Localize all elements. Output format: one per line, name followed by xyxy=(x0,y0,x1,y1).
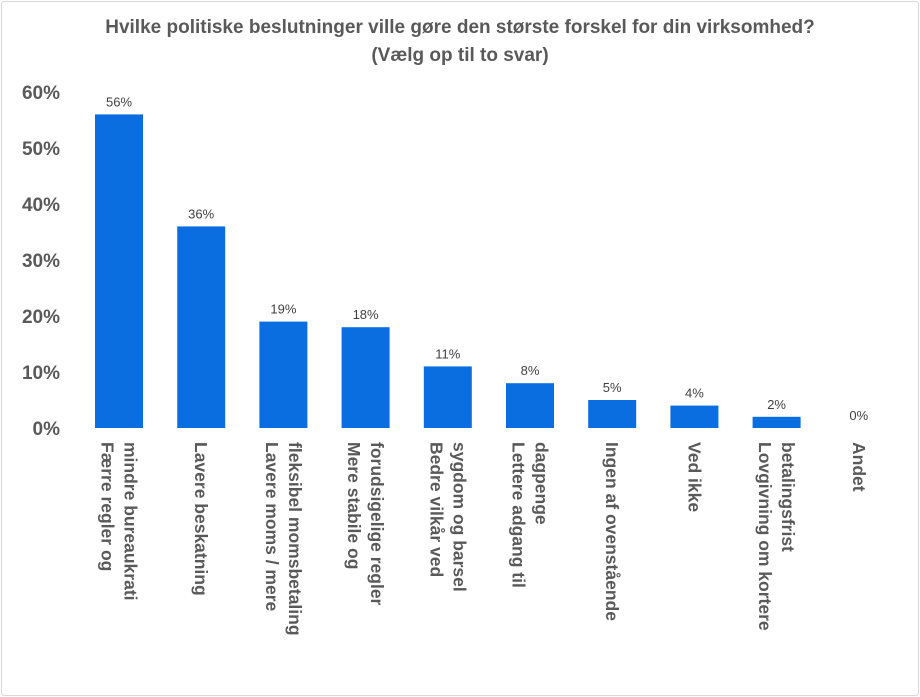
y-tick-label: 40% xyxy=(22,195,60,216)
x-tick-label-line: betalingsfrist xyxy=(778,442,798,552)
bar xyxy=(588,400,637,428)
x-tick-label-line: Færre regler og xyxy=(98,442,118,571)
y-tick-label: 0% xyxy=(33,419,61,440)
bar xyxy=(670,405,719,428)
x-tick-label-line: mindre bureaukrati xyxy=(121,442,141,601)
data-label: 18% xyxy=(353,307,379,322)
x-tick-label-line: Lavere moms / mere xyxy=(262,442,282,612)
bar xyxy=(259,321,308,428)
y-tick-label: 60% xyxy=(22,83,60,104)
x-tick-label: Bedre vilkår ved sygdom og barsel xyxy=(426,442,469,592)
x-tick-label: Mere stabile og forudsigelige regler xyxy=(344,442,387,606)
data-label: 0% xyxy=(849,408,868,423)
x-tick-label-line: sygdom og barsel xyxy=(449,442,469,592)
x-tick-label-line: forudsigelige regler xyxy=(367,442,387,606)
x-tick-label: Andet xyxy=(849,442,869,492)
y-tick-label: 50% xyxy=(22,139,60,160)
x-tick-label: Færre regler og mindre bureaukrati xyxy=(98,442,141,601)
data-label: 4% xyxy=(685,386,704,401)
x-tick-label-line: Lavere beskatning xyxy=(191,442,211,596)
data-label: 2% xyxy=(767,397,786,412)
chart-title: Hvilke politiske beslutninger ville gøre… xyxy=(105,17,815,66)
bar xyxy=(341,327,390,428)
x-tick-label: Lavere beskatning xyxy=(191,442,211,596)
data-label: 5% xyxy=(603,380,622,395)
x-tick-label-line: dagpenge xyxy=(532,442,552,525)
x-tick-label-line: Mere stabile og xyxy=(344,442,364,569)
data-label: 56% xyxy=(106,94,132,109)
data-label: 8% xyxy=(521,363,540,378)
x-tick-label-line: Bedre vilkår ved xyxy=(426,442,446,577)
y-tick-label: 20% xyxy=(22,307,60,328)
y-tick-label: 10% xyxy=(22,363,60,384)
bar xyxy=(423,366,472,428)
x-tick-label-line: Ingen af ovenstående xyxy=(602,442,622,621)
x-tick-label: Lavere moms / mere fleksibel momsbetaling xyxy=(262,442,305,636)
x-tick-label: Lettere adgang til dagpenge xyxy=(509,442,552,588)
bar xyxy=(506,383,554,428)
x-tick-label: Ved ikke xyxy=(684,442,704,512)
x-tick-label-line: Lovgivning om kortere xyxy=(755,442,775,631)
x-tick-label: Lovgivning om kortere betalingsfrist xyxy=(755,442,798,631)
data-label: 36% xyxy=(188,206,214,221)
x-tick-label-line: fleksibel momsbetaling xyxy=(285,442,305,636)
x-tick-label-line: Lettere adgang til xyxy=(509,442,529,588)
y-tick-label: 30% xyxy=(22,251,60,272)
data-label: 19% xyxy=(270,302,296,317)
bar xyxy=(752,416,801,428)
x-tick-label: Ingen af ovenstående xyxy=(602,442,622,621)
x-tick-label-line: Andet xyxy=(849,442,869,492)
bar xyxy=(177,226,226,428)
bar xyxy=(95,114,143,429)
x-tick-label-line: Ved ikke xyxy=(684,442,704,512)
data-label: 11% xyxy=(435,346,460,361)
